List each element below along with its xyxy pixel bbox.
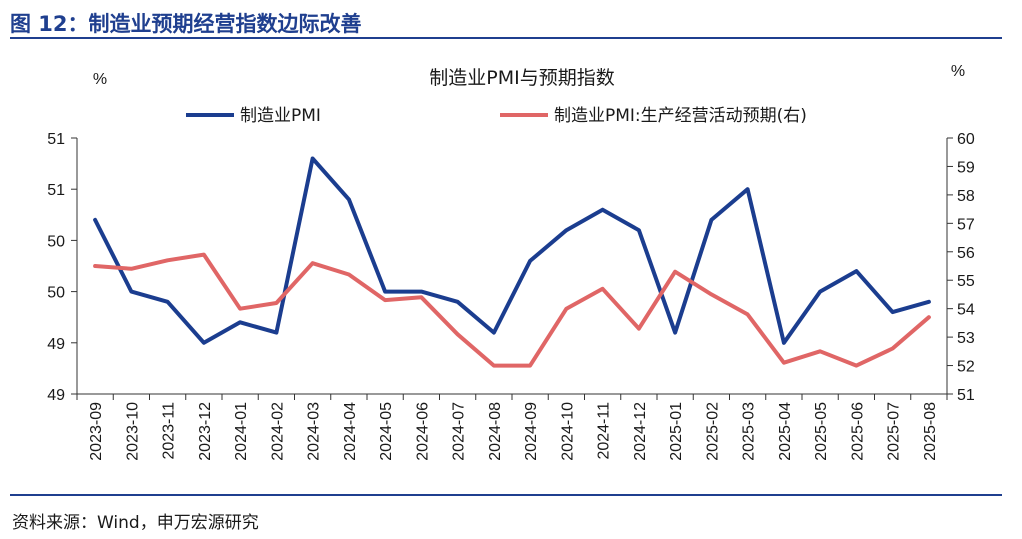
x-tick-label: 2023-09	[88, 402, 105, 461]
left-tick-label: 51	[47, 131, 65, 148]
right-tick-label: 60	[957, 131, 975, 148]
x-tick-label: 2023-12	[197, 402, 214, 461]
series-line-expectation	[93, 252, 931, 368]
x-tick-label: 2025-07	[886, 402, 903, 461]
chart-title: 制造业PMI与预期指数	[429, 67, 614, 89]
figure-title: 图 12：制造业预期经营指数边际改善	[10, 12, 362, 36]
x-tick-label: 2023-10	[124, 402, 141, 461]
source-note: 资料来源：Wind，申万宏源研究	[12, 513, 259, 533]
x-tick-label: 2024-01	[233, 402, 250, 461]
right-tick-label: 52	[957, 359, 975, 376]
x-tick-label: 2024-09	[523, 402, 540, 461]
x-tick-label: 2025-03	[741, 402, 758, 461]
right-axis-ticks: 51 52 53 54 55 56 57 58 59 60	[947, 131, 975, 404]
x-tick-label: 2024-06	[414, 402, 431, 461]
legend: 制造业PMI 制造业PMI:生产经营活动预期(右)	[186, 106, 807, 126]
x-tick-label: 2024-02	[269, 402, 286, 461]
right-tick-label: 54	[957, 302, 975, 319]
x-tick-label: 2024-04	[342, 402, 359, 461]
series-line-pmi	[93, 156, 931, 345]
x-tick-label: 2024-10	[559, 402, 576, 461]
x-axis-ticks: 2023-09 2023-10 2023-11 2023-12 2024-01 2024-…	[76, 394, 948, 461]
left-axis-unit: %	[93, 71, 107, 88]
left-tick-label: 49	[47, 387, 65, 404]
right-tick-label: 55	[957, 273, 975, 290]
right-tick-label: 57	[957, 216, 975, 233]
x-tick-label: 2025-05	[813, 402, 830, 461]
x-tick-label: 2024-08	[487, 402, 504, 461]
title-rule	[10, 37, 1002, 39]
x-tick-label: 2024-05	[378, 402, 395, 461]
x-tick-label: 2025-08	[922, 402, 939, 461]
right-tick-label: 58	[957, 188, 975, 205]
x-tick-label: 2023-11	[161, 402, 178, 460]
left-tick-label: 49	[47, 336, 65, 353]
footer-rule	[10, 494, 1002, 496]
right-tick-label: 51	[957, 387, 975, 404]
left-axis-ticks: 49 49 50 50 51 51	[47, 131, 77, 404]
x-tick-label: 2025-01	[668, 402, 685, 461]
x-tick-label: 2024-11	[596, 402, 613, 460]
x-tick-label: 2025-04	[777, 402, 794, 461]
right-tick-label: 56	[957, 245, 975, 262]
left-tick-label: 50	[47, 285, 65, 302]
x-tick-label: 2025-02	[704, 402, 721, 461]
right-axis-unit: %	[951, 63, 965, 80]
x-tick-label: 2024-07	[451, 402, 468, 461]
legend-label-pmi: 制造业PMI	[240, 106, 321, 126]
left-tick-label: 50	[47, 233, 65, 250]
series-layer	[93, 156, 931, 368]
left-tick-label: 51	[47, 182, 65, 199]
x-tick-label: 2025-06	[849, 402, 866, 461]
x-tick-label: 2024-03	[306, 402, 323, 461]
legend-label-expectation: 制造业PMI:生产经营活动预期(右)	[554, 106, 807, 126]
right-tick-label: 53	[957, 330, 975, 347]
right-tick-label: 59	[957, 159, 975, 176]
x-tick-label: 2024-12	[632, 402, 649, 461]
